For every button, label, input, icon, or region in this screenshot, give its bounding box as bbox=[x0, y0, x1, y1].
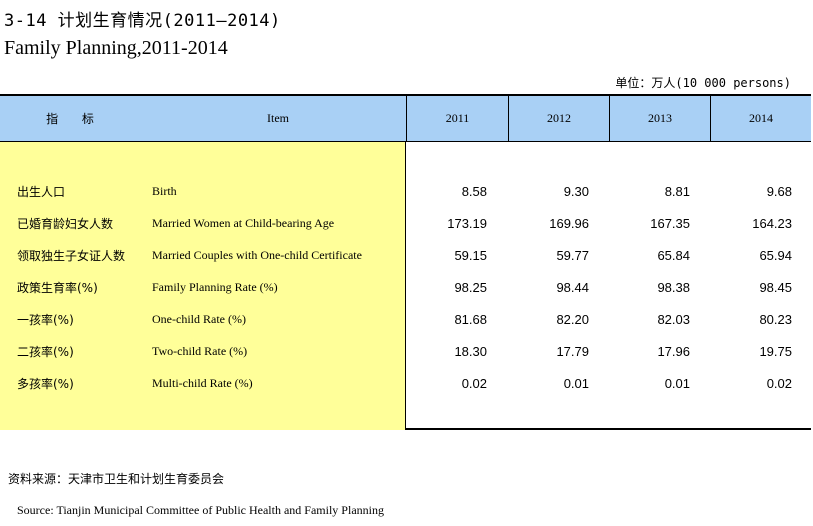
row-label-english: Family Planning Rate (%) bbox=[152, 279, 278, 294]
source-note-chinese: 资料来源：天津市卫生和计划生育委员会 bbox=[8, 472, 225, 486]
row-label-chinese: 多孩率(%) bbox=[17, 376, 74, 391]
cell-2011: 8.58 bbox=[461, 183, 487, 199]
cell-2013: 98.38 bbox=[657, 279, 690, 295]
header-indicator: 指 标 bbox=[46, 112, 104, 126]
cell-2013: 167.35 bbox=[650, 215, 690, 231]
row-label-chinese: 政策生育率(%) bbox=[17, 280, 98, 295]
row-label-english: Married Women at Child-bearing Age bbox=[152, 215, 335, 230]
cell-2014: 9.68 bbox=[766, 183, 792, 199]
row-label-chinese: 二孩率(%) bbox=[17, 344, 74, 359]
cell-2011: 59.15 bbox=[454, 247, 487, 263]
cell-2012: 0.01 bbox=[563, 375, 589, 391]
header-item: Item bbox=[267, 111, 289, 125]
source-note-english: Source: Tianjin Municipal Committee of P… bbox=[17, 503, 384, 517]
row-label-english: Birth bbox=[152, 183, 177, 198]
row-label-chinese: 一孩率(%) bbox=[17, 312, 74, 327]
unit-label: 单位：万人(10 000 persons) bbox=[615, 76, 791, 90]
table-row: 政策生育率(%) Family Planning Rate (%) 98.25 … bbox=[0, 271, 811, 303]
label-column-background bbox=[0, 142, 406, 430]
table-title-english: Family Planning,2011-2014 bbox=[4, 37, 228, 59]
cell-2014: 65.94 bbox=[759, 247, 792, 263]
table-row: 领取独生子女证人数 Married Couples with One-child… bbox=[0, 239, 811, 271]
cell-2014: 19.75 bbox=[759, 343, 792, 359]
cell-2011: 98.25 bbox=[454, 279, 487, 295]
data-table: 指 标 Item 2011 2012 2013 2014 出生人口 Birth … bbox=[0, 94, 811, 430]
cell-2012: 17.79 bbox=[556, 343, 589, 359]
cell-2014: 164.23 bbox=[752, 215, 792, 231]
cell-2012: 82.20 bbox=[556, 311, 589, 327]
cell-2012: 98.44 bbox=[556, 279, 589, 295]
table-row: 出生人口 Birth 8.58 9.30 8.81 9.68 bbox=[0, 175, 811, 207]
cell-2013: 82.03 bbox=[657, 311, 690, 327]
row-label-chinese: 已婚育龄妇女人数 bbox=[17, 216, 114, 231]
header-year-2014: 2014 bbox=[710, 96, 811, 141]
row-label-english: Two-child Rate (%) bbox=[152, 343, 248, 358]
cell-2011: 0.02 bbox=[461, 375, 487, 391]
cell-2013: 65.84 bbox=[657, 247, 690, 263]
cell-2011: 173.19 bbox=[447, 215, 487, 231]
table-row: 一孩率(%) One-child Rate (%) 81.68 82.20 82… bbox=[0, 303, 811, 335]
cell-2013: 17.96 bbox=[657, 343, 690, 359]
cell-2014: 98.45 bbox=[759, 279, 792, 295]
row-label-english: Married Couples with One-child Certifica… bbox=[152, 247, 362, 262]
row-label-chinese: 领取独生子女证人数 bbox=[17, 248, 126, 263]
cell-2012: 59.77 bbox=[556, 247, 589, 263]
header-year-2013: 2013 bbox=[609, 96, 710, 141]
cell-2013: 0.01 bbox=[664, 375, 690, 391]
cell-2011: 81.68 bbox=[454, 311, 487, 327]
cell-2011: 18.30 bbox=[454, 343, 487, 359]
table-header-row: 指 标 Item 2011 2012 2013 2014 bbox=[0, 96, 811, 142]
table-row: 已婚育龄妇女人数 Married Women at Child-bearing … bbox=[0, 207, 811, 239]
cell-2014: 0.02 bbox=[766, 375, 792, 391]
row-label-english: Multi-child Rate (%) bbox=[152, 375, 253, 390]
row-label-chinese: 出生人口 bbox=[17, 184, 66, 199]
cell-2012: 9.30 bbox=[563, 183, 589, 199]
table-row: 多孩率(%) Multi-child Rate (%) 0.02 0.01 0.… bbox=[0, 367, 811, 399]
table-title-chinese: 3-14 计划生育情况(2011—2014) bbox=[4, 11, 281, 31]
row-label-english: One-child Rate (%) bbox=[152, 311, 246, 326]
table-row: 二孩率(%) Two-child Rate (%) 18.30 17.79 17… bbox=[0, 335, 811, 367]
cell-2012: 169.96 bbox=[549, 215, 589, 231]
header-year-2012: 2012 bbox=[508, 96, 609, 141]
header-year-2011: 2011 bbox=[406, 96, 508, 141]
cell-2014: 80.23 bbox=[759, 311, 792, 327]
cell-2013: 8.81 bbox=[664, 183, 690, 199]
